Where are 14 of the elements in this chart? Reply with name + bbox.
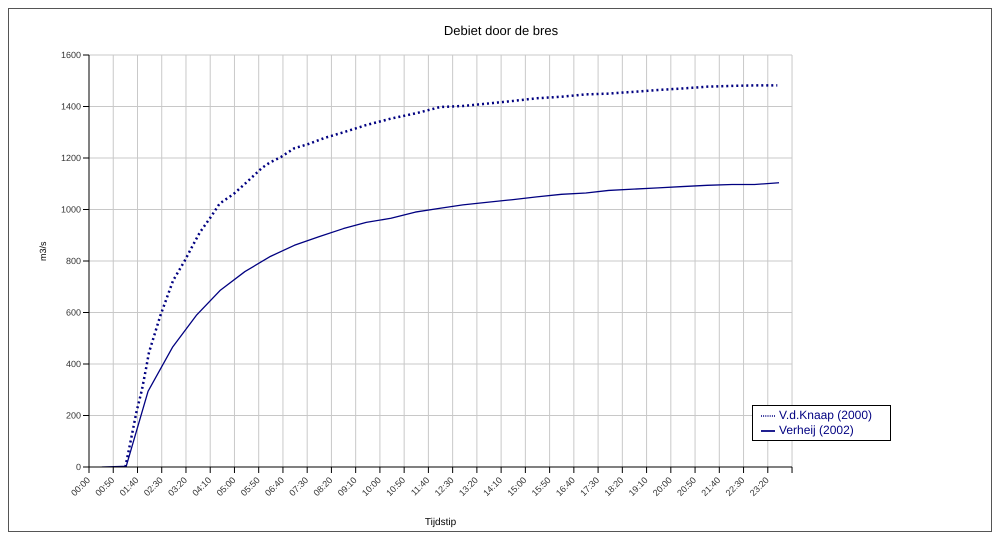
y-axis-title: m3/s xyxy=(38,240,48,261)
legend-label: V.d.Knaap (2000) xyxy=(779,408,872,422)
legend-label: Verheij (2002) xyxy=(779,423,854,438)
y-tick-label: 800 xyxy=(66,256,81,266)
y-tick-label: 1000 xyxy=(60,204,81,215)
y-tick-label: 1400 xyxy=(60,102,81,112)
y-tick-label: 600 xyxy=(66,308,81,318)
y-tick-label: 0 xyxy=(76,462,81,472)
x-axis-title: Tijdstip xyxy=(424,517,457,528)
y-tick-label: 1600 xyxy=(60,50,81,60)
y-tick-label: 400 xyxy=(66,359,81,370)
chart-title: Debiet door de bres xyxy=(442,23,560,38)
y-tick-label: 1200 xyxy=(60,153,81,164)
y-tick-label: 200 xyxy=(66,410,81,421)
